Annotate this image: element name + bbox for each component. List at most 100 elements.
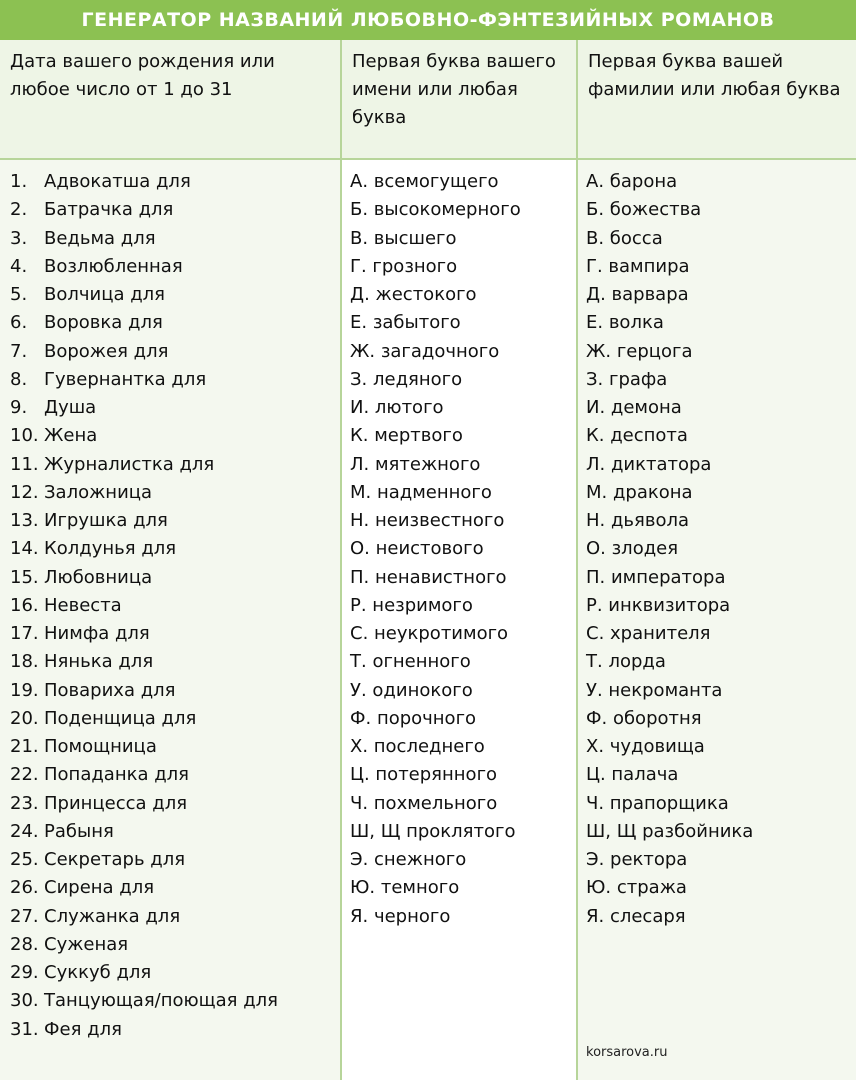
- list-row: К. деспота: [586, 425, 688, 447]
- row-text: Заложница: [44, 481, 153, 503]
- column-header: Первая буква вашего имени или любая букв…: [342, 40, 576, 160]
- row-number: 29.: [10, 962, 39, 983]
- row-text: Адвокатша для: [44, 171, 191, 192]
- row-number: 30.: [10, 990, 39, 1012]
- list-row: Ш, Щ разбойника: [586, 820, 754, 842]
- row-text: Суженая: [44, 933, 129, 955]
- row-text: Фея для: [44, 1018, 122, 1040]
- row-number: 14.: [10, 538, 39, 560]
- list-row: М. надменного: [350, 481, 492, 503]
- column-header: Первая буква вашей фамилии или любая бук…: [578, 40, 856, 160]
- row-text: Рабыня: [44, 820, 114, 842]
- row-number: 23.: [10, 792, 39, 814]
- list-row: Л. диктатора: [586, 453, 712, 475]
- list-row: Б. высокомерного: [350, 199, 521, 221]
- row-number: 25.: [10, 849, 39, 870]
- row-number: 5.: [10, 284, 28, 305]
- row-text: Поденщица для: [44, 707, 197, 729]
- row-number: 12.: [10, 481, 39, 503]
- list-row: Р. инквизитора: [586, 594, 731, 616]
- list-row: Д. жестокого: [350, 284, 477, 305]
- list-row: Ц. палача: [586, 764, 679, 786]
- row-text: Секретарь для: [44, 849, 186, 870]
- row-number: 18.: [10, 651, 39, 673]
- list-row: Я. слесаря: [586, 905, 686, 927]
- row-text: Невеста: [44, 594, 122, 616]
- row-number: 1.: [10, 171, 28, 192]
- list-row: Ч. похмельного: [350, 792, 498, 814]
- list-row: О. неистового: [350, 538, 484, 560]
- list-row: Э. ректора: [586, 849, 688, 870]
- list-row: Б. божества: [586, 199, 702, 221]
- list-row: Н. неизвестного: [350, 510, 505, 531]
- list-row: Ч. прапорщика: [586, 792, 729, 814]
- row-text: Служанка для: [44, 905, 181, 927]
- row-number: 3.: [10, 227, 28, 249]
- list-row: Ф. оборотня: [586, 707, 702, 729]
- list-row: Г. грозного: [350, 255, 458, 277]
- title: ГЕНЕРАТОР НАЗВАНИЙ ЛЮБОВНО-ФЭНТЕЗИЙНЫХ Р…: [0, 0, 856, 40]
- row-number: 21.: [10, 736, 39, 757]
- row-text: Нянька для: [44, 651, 154, 673]
- list-row: З. графа: [586, 368, 668, 390]
- list-row: Р. незримого: [350, 594, 473, 616]
- list-row: Ж. герцога: [586, 340, 693, 362]
- footer: korsarova.ru: [586, 1045, 668, 1060]
- row-number: 9.: [10, 397, 28, 418]
- row-text: Игрушка для: [44, 510, 168, 531]
- list-row: Ш, Щ проклятого: [350, 820, 516, 842]
- row-text: Суккуб для: [44, 962, 152, 983]
- list-row: Ц. потерянного: [350, 764, 498, 786]
- list-row: Я. черного: [350, 905, 451, 927]
- row-text: Любовница: [44, 566, 153, 588]
- row-text: Ведьма для: [44, 227, 156, 249]
- row-number: 4.: [10, 255, 28, 277]
- row-text: Гувернантка для: [44, 368, 207, 390]
- row-number: 10.: [10, 425, 39, 447]
- row-number: 20.: [10, 707, 39, 729]
- row-text: Помощница: [44, 736, 157, 757]
- row-number: 11.: [10, 453, 39, 475]
- row-text: Повариха для: [44, 679, 176, 701]
- list-row: К. мертвого: [350, 425, 463, 447]
- column-header: Дата вашего рождения или любое число от …: [0, 40, 340, 160]
- list-row: Э. снежного: [350, 849, 467, 870]
- row-number: 31.: [10, 1018, 39, 1040]
- row-text: Душа: [44, 397, 97, 418]
- row-number: 13.: [10, 510, 39, 531]
- list-row: Д. варвара: [586, 284, 689, 305]
- row-number: 6.: [10, 312, 28, 334]
- list-row: У. одинокого: [350, 679, 473, 701]
- row-number: 16.: [10, 594, 39, 616]
- row-text: Воровка для: [44, 312, 163, 334]
- list-row: Ф. порочного: [350, 707, 477, 729]
- list-row: У. некроманта: [586, 679, 723, 701]
- row-text: Волчица для: [44, 284, 165, 305]
- row-text: Батрачка для: [44, 199, 174, 221]
- row-number: 26.: [10, 877, 39, 899]
- list-row: А. всемогущего: [350, 171, 499, 192]
- row-text: Жена: [44, 425, 98, 447]
- list-row: И. демона: [586, 397, 682, 418]
- list-row: А. барона: [586, 171, 678, 192]
- column: Первая буква вашего имени или любая букв…: [340, 40, 576, 1080]
- list-row: Н. дьявола: [586, 510, 690, 531]
- row-text: Танцующая/поющая для: [44, 990, 278, 1012]
- list-row: Х. последнего: [350, 736, 485, 757]
- row-number: 27.: [10, 905, 39, 927]
- column: Дата вашего рождения или любое число от …: [0, 40, 340, 1080]
- list-row: Л. мятежного: [350, 453, 481, 475]
- row-text: Нимфа для: [44, 623, 150, 644]
- row-text: Сирена для: [44, 877, 155, 899]
- list-row: Ю. темного: [350, 877, 460, 899]
- list-row: Т. огненного: [350, 651, 471, 673]
- row-number: 24.: [10, 820, 39, 842]
- row-text: Колдунья для: [44, 538, 177, 560]
- column: Первая буква вашей фамилии или любая бук…: [576, 40, 856, 1080]
- row-number: 28.: [10, 933, 39, 955]
- list-row: Ю. стража: [586, 877, 687, 899]
- list-row: Ж. загадочного: [350, 340, 500, 362]
- list-row: М. дракона: [586, 481, 693, 503]
- row-text: Возлюбленная: [44, 255, 183, 277]
